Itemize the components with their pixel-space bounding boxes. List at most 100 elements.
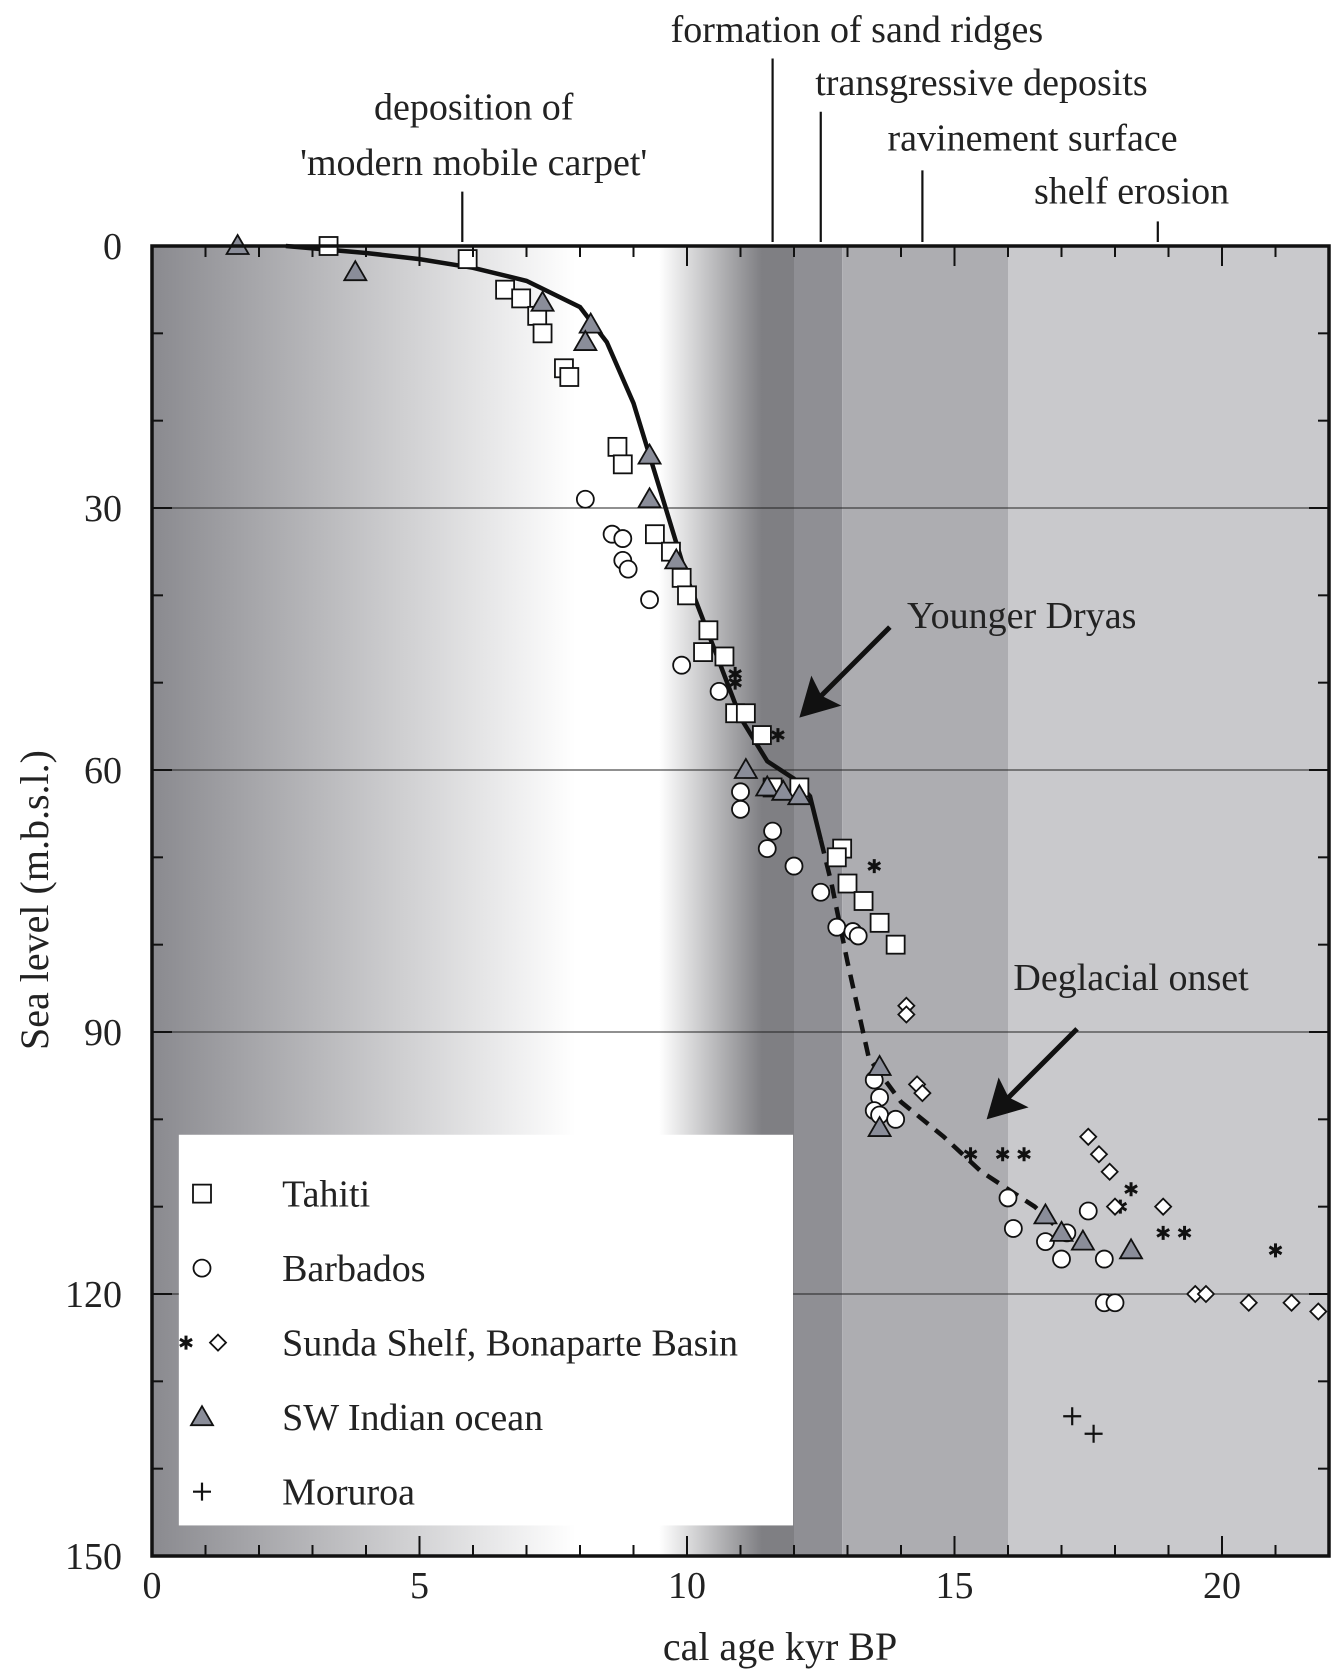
marker-diamond	[1078, 1127, 1098, 1147]
marker-diamond	[913, 1083, 932, 1103]
sea-level-curve	[285, 243, 823, 841]
marker-triangle	[1048, 1220, 1075, 1242]
x-tick-label: 10	[668, 1565, 706, 1607]
marker-square	[885, 934, 906, 955]
y-tick-label: 120	[65, 1274, 122, 1316]
marker-square	[511, 288, 532, 309]
marker-diamond	[1282, 1293, 1301, 1313]
marker-circle	[192, 1258, 212, 1278]
shade-band	[1008, 246, 1329, 1556]
legend: Tahiti Barbados Sunda Shelf, Bonaparte Bas…	[178, 1134, 794, 1526]
marker-square	[532, 323, 553, 344]
legend-box	[178, 1134, 794, 1526]
x-tick-label: 0	[143, 1565, 162, 1607]
marker-circle	[672, 655, 692, 675]
marker-square	[693, 642, 713, 662]
marker-square	[837, 873, 858, 894]
marker-star	[1156, 1225, 1170, 1240]
marker-diamond	[1153, 1197, 1173, 1216]
marker-triangle	[189, 1404, 215, 1427]
marker-triangle	[754, 774, 780, 797]
marker-star	[995, 1147, 1010, 1162]
marker-star	[771, 728, 785, 743]
marker-square	[671, 567, 692, 588]
legend-label: Barbados	[282, 1248, 426, 1290]
annotation-arrow	[815, 625, 892, 702]
marker-plus	[193, 1482, 211, 1501]
marker-square	[559, 367, 580, 387]
marker-diamond	[208, 1333, 228, 1352]
marker-triangle	[786, 783, 812, 806]
marker-plus	[1084, 1424, 1103, 1443]
y-tick-label: 90	[84, 1012, 122, 1054]
marker-diamond	[1196, 1284, 1216, 1304]
y-tick-label: 60	[84, 750, 122, 792]
marker-circle	[827, 917, 847, 937]
legend-label: SW Indian ocean	[282, 1397, 543, 1439]
marker-diamond	[1089, 1144, 1109, 1164]
marker-circle	[575, 489, 595, 509]
marker-triangle	[663, 547, 689, 570]
marker-circle	[1094, 1249, 1114, 1269]
marker-circle	[811, 882, 831, 902]
marker-triangle	[1032, 1202, 1059, 1225]
marker-square	[698, 620, 719, 641]
marker-circle	[613, 529, 633, 548]
phase-label: transgressive deposits	[815, 62, 1147, 104]
marker-square	[714, 646, 735, 667]
marker-triangle	[572, 329, 598, 351]
marker-square	[853, 891, 874, 911]
x-tick-label: 15	[936, 1565, 974, 1607]
marker-circle	[757, 839, 777, 858]
marker-circle	[1052, 1249, 1071, 1269]
annotation-label: Deglacial onset	[1013, 957, 1249, 999]
marker-circle	[784, 856, 804, 876]
marker-star	[867, 859, 882, 874]
marker-diamond	[1239, 1293, 1259, 1313]
y-axis-label: Sea level (m.b.s.l.)	[12, 750, 57, 1050]
marker-star	[728, 675, 742, 690]
marker-circle	[709, 682, 729, 701]
marker-square	[869, 912, 890, 933]
legend-label: Moruroa	[282, 1472, 415, 1514]
marker-triangle	[770, 779, 796, 801]
phase-label: deposition of	[374, 87, 574, 129]
marker-triangle	[1070, 1228, 1096, 1251]
marker-circle	[1078, 1201, 1098, 1221]
annotation-label: Younger Dryas	[907, 595, 1136, 637]
marker-square	[826, 847, 847, 868]
phase-label: ravinement surface	[888, 117, 1178, 159]
marker-triangle	[342, 259, 368, 282]
marker-triangle	[1118, 1237, 1144, 1260]
y-tick-label: 30	[84, 488, 122, 530]
arrow-head	[799, 675, 842, 718]
marker-diamond	[897, 1005, 916, 1024]
marker-triangle	[578, 311, 604, 334]
marker-plus	[1063, 1407, 1082, 1426]
marker-triangle	[636, 486, 663, 509]
y-tick-label: 150	[65, 1536, 122, 1578]
marker-triangle	[636, 442, 663, 465]
marker-circle	[1105, 1293, 1125, 1313]
marker-square	[752, 725, 772, 745]
marker-diamond	[1100, 1162, 1119, 1182]
marker-square	[677, 585, 697, 606]
marker-circle	[998, 1188, 1018, 1208]
marker-triangle	[529, 289, 556, 312]
marker-circle	[618, 559, 638, 579]
x-tick-label: 5	[410, 1565, 429, 1607]
marker-star	[1268, 1243, 1283, 1258]
marker-circle	[731, 799, 750, 819]
x-axis-label: cal age kyr BP	[663, 1624, 897, 1669]
sea-level-curve	[818, 839, 1074, 1244]
marker-triangle	[867, 1115, 893, 1137]
legend-label: Tahiti	[282, 1174, 370, 1216]
marker-star	[1124, 1182, 1138, 1197]
annotation-arrow	[1002, 1027, 1079, 1104]
marker-diamond	[1309, 1302, 1328, 1321]
marker-triangle	[733, 757, 759, 779]
marker-star	[179, 1335, 193, 1350]
marker-star	[1017, 1147, 1031, 1162]
y-tick-label: 0	[103, 226, 122, 268]
